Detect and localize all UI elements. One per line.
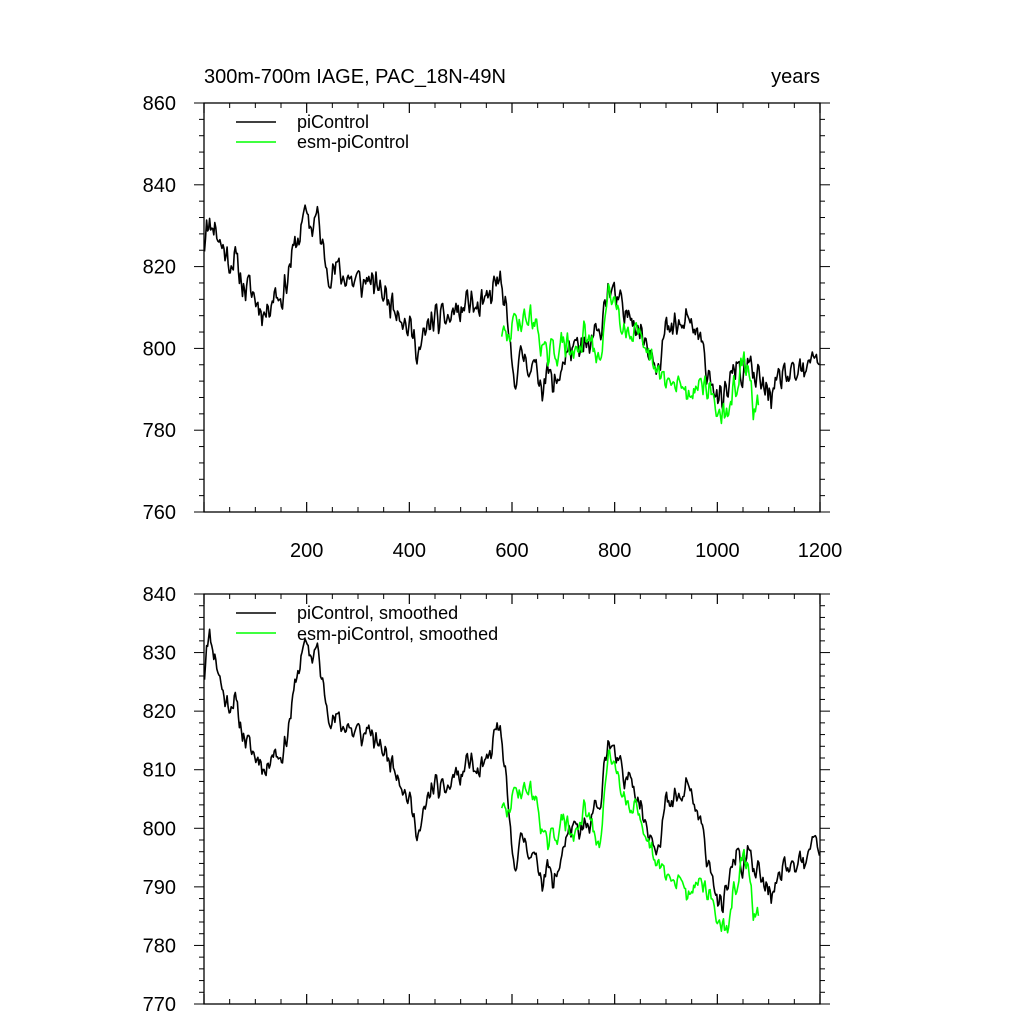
figure-title: 300m-700m IAGE, PAC_18N-49N [204,66,506,88]
series-line-esm-picontrol-smoothed [500,749,760,934]
y-tick-label: 810 [143,760,176,782]
series-line-esm-picontrol [500,283,760,425]
y-tick-label: 840 [143,175,176,197]
x-tick-label: 400 [393,540,426,562]
panel-bottom-y-tick-labels: 770 780 790 800 810 820 830 840 [143,584,176,1016]
x-tick-label: 600 [495,540,528,562]
panel-top-x-tick-labels: 200 400 600 800 1000 1200 [290,540,842,562]
y-tick-label: 790 [143,877,176,899]
y-tick-label: 760 [143,502,176,524]
x-tick-label: 200 [290,540,323,562]
panel-top-y-tick-labels: 760 780 800 820 840 860 [143,93,176,524]
panel-bottom-legend: piControl, smoothed esm-piControl, smoot… [236,603,498,644]
y-tick-label: 800 [143,338,176,360]
legend-label-picontrol: piControl [297,112,369,132]
panel-top-frame [203,102,821,513]
panel-top-legend: piControl esm-piControl [236,112,409,152]
y-tick-label: 860 [143,93,176,115]
legend-label-esm-picontrol-smoothed: esm-piControl, smoothed [297,624,498,644]
panel-top-series [203,204,820,425]
y-tick-label: 780 [143,935,176,957]
y-tick-label: 820 [143,701,176,723]
series-line-picontrol-smoothed [203,628,821,914]
y-tick-label: 840 [143,584,176,606]
x-tick-label: 1000 [695,540,740,562]
y-tick-label: 820 [143,257,176,279]
y-tick-label: 770 [143,994,176,1016]
legend-label-esm-picontrol: esm-piControl [297,132,409,152]
panel-top-ticks [194,102,830,513]
series-line-picontrol [203,204,820,412]
panel-bottom-series [203,628,821,934]
y-tick-label: 800 [143,818,176,840]
y-tick-label: 780 [143,420,176,442]
x-tick-label: 800 [598,540,631,562]
y-tick-label: 830 [143,643,176,665]
legend-label-picontrol-smoothed: piControl, smoothed [297,603,458,623]
panel-bottom: 770 780 790 800 810 820 830 840 piControl, smoo… [143,584,830,1016]
panel-bottom-ticks [194,593,830,1005]
units-label: years [771,66,820,88]
x-tick-label: 1200 [798,540,843,562]
